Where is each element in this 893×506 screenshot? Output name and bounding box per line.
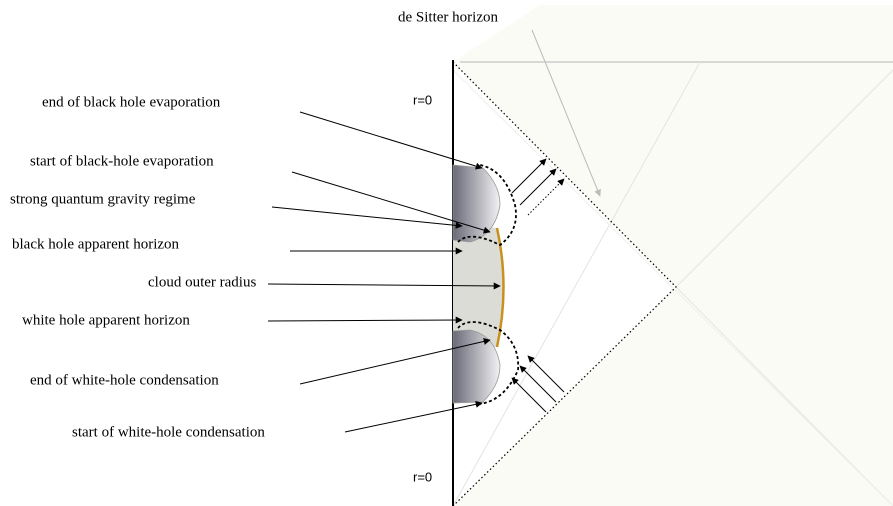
wh-region (452, 329, 501, 404)
wh-dashed (457, 321, 520, 405)
bh-region (452, 164, 501, 243)
cloud-radius (495, 227, 505, 348)
r0-label: r=0 (413, 92, 432, 107)
annotation: start of black-hole evaporation (30, 153, 214, 169)
annotation: start of white-hole condensation (72, 424, 265, 440)
annotation: black hole apparent horizon (12, 236, 180, 252)
annotations: end of black hole evaporation start of b… (10, 94, 501, 440)
r0-label: r=0 (413, 469, 432, 484)
horizon-label: de Sitter horizon (398, 9, 498, 25)
annotation: end of white-hole condensation (30, 372, 219, 388)
horizon-dotted (452, 61, 677, 506)
radiation-arrows (511, 158, 565, 413)
annotation: end of black hole evaporation (42, 94, 221, 110)
annotation: strong quantum gravity regime (10, 191, 196, 207)
horizon-pointer (531, 29, 601, 197)
annotation: cloud outer radius (148, 274, 256, 290)
annotation: white hole apparent horizon (22, 312, 190, 328)
bh-dashed (457, 164, 517, 247)
de-sitter-region (452, 5, 893, 506)
